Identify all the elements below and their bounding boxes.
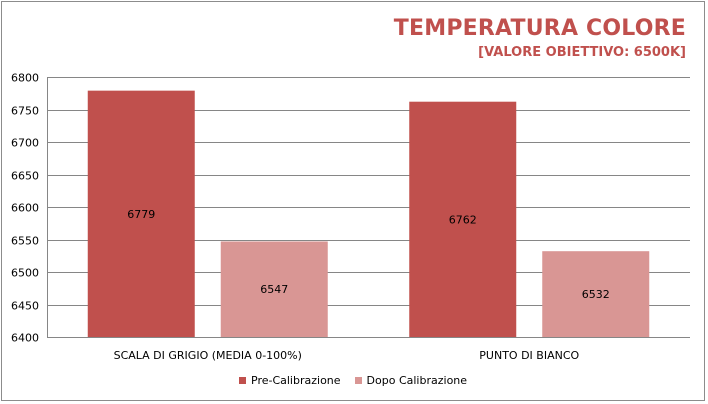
legend-label-pre: Pre-Calibrazione	[251, 374, 341, 387]
y-tick-label: 6500	[11, 267, 39, 280]
bar-post	[220, 241, 328, 337]
chart-subtitle: [VALORE OBIETTIVO: 6500K]	[478, 45, 686, 60]
chart-title: TEMPERATURA COLORE	[393, 16, 686, 41]
y-tick-label: 6750	[11, 105, 39, 118]
y-tick-label: 6800	[11, 72, 39, 85]
legend-swatch-pre	[239, 377, 246, 384]
bar-value-label: 6779	[127, 208, 155, 221]
legend-item-pre: Pre-Calibrazione	[239, 374, 341, 387]
legend-item-post: Dopo Calibrazione	[354, 374, 468, 387]
bar-pre	[87, 90, 195, 338]
legend-label-post: Dopo Calibrazione	[366, 374, 468, 387]
y-tick-label: 6700	[11, 137, 39, 150]
x-category-label: PUNTO DI BIANCO	[479, 349, 579, 362]
legend-swatch-post	[354, 377, 362, 384]
bar-value-label: 6547	[260, 283, 288, 296]
bar-value-label: 6762	[449, 213, 477, 226]
bar-value-label: 6532	[582, 288, 610, 301]
x-category-label: SCALA DI GRIGIO (MEDIA 0-100%)	[114, 349, 302, 362]
y-tick-label: 6650	[11, 170, 39, 183]
chart-title-block: TEMPERATURA COLORE [VALORE OBIETTIVO: 65…	[394, 16, 686, 62]
y-tick-label: 6400	[11, 332, 39, 345]
y-tick-label: 6600	[11, 202, 39, 215]
y-tick-label: 6450	[11, 300, 39, 313]
y-tick-label: 6550	[11, 235, 39, 248]
bar-post	[542, 251, 650, 337]
legend: Pre-Calibrazione Dopo Calibrazione	[239, 374, 481, 387]
bar-pre	[409, 101, 517, 337]
